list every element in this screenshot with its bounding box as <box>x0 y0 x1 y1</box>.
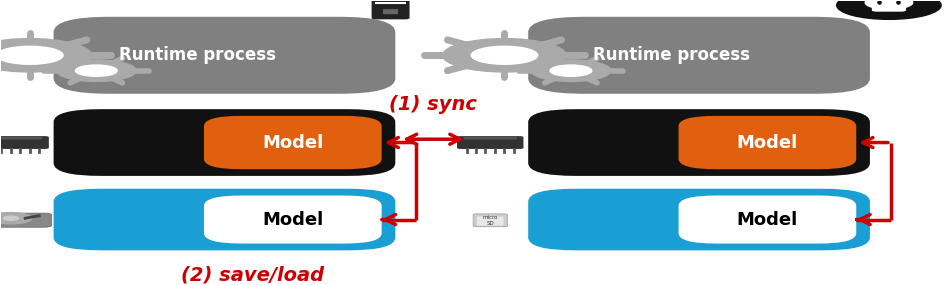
Text: (1) sync: (1) sync <box>389 95 477 113</box>
FancyBboxPatch shape <box>53 189 395 250</box>
Text: (2) save/load: (2) save/load <box>182 266 325 285</box>
Text: Model: Model <box>737 134 798 152</box>
FancyBboxPatch shape <box>679 196 856 244</box>
FancyBboxPatch shape <box>679 116 856 169</box>
Circle shape <box>865 0 913 9</box>
FancyBboxPatch shape <box>457 136 524 149</box>
Circle shape <box>837 0 942 19</box>
Circle shape <box>3 216 18 220</box>
FancyBboxPatch shape <box>464 137 517 139</box>
Text: Model: Model <box>262 211 324 229</box>
FancyBboxPatch shape <box>383 9 398 14</box>
Circle shape <box>56 60 136 82</box>
FancyBboxPatch shape <box>0 213 51 227</box>
FancyBboxPatch shape <box>0 137 42 139</box>
Circle shape <box>75 65 117 76</box>
Circle shape <box>531 60 611 82</box>
FancyBboxPatch shape <box>204 116 382 169</box>
Text: Model: Model <box>262 134 324 152</box>
Circle shape <box>0 46 63 64</box>
Text: Runtime process: Runtime process <box>119 46 276 64</box>
FancyBboxPatch shape <box>53 17 395 94</box>
FancyBboxPatch shape <box>872 4 906 12</box>
Text: Model: Model <box>737 211 798 229</box>
FancyBboxPatch shape <box>528 17 870 94</box>
FancyBboxPatch shape <box>53 109 395 176</box>
Text: Runtime process: Runtime process <box>593 46 750 64</box>
FancyBboxPatch shape <box>477 216 504 226</box>
Circle shape <box>443 38 566 72</box>
FancyBboxPatch shape <box>528 189 870 250</box>
FancyBboxPatch shape <box>371 0 409 19</box>
FancyBboxPatch shape <box>528 109 870 176</box>
FancyBboxPatch shape <box>0 136 49 149</box>
Circle shape <box>0 213 31 224</box>
FancyBboxPatch shape <box>473 214 507 227</box>
Circle shape <box>0 38 91 72</box>
Circle shape <box>550 65 592 76</box>
Circle shape <box>471 46 538 64</box>
FancyBboxPatch shape <box>204 196 382 244</box>
Text: micro
SD: micro SD <box>483 215 498 226</box>
